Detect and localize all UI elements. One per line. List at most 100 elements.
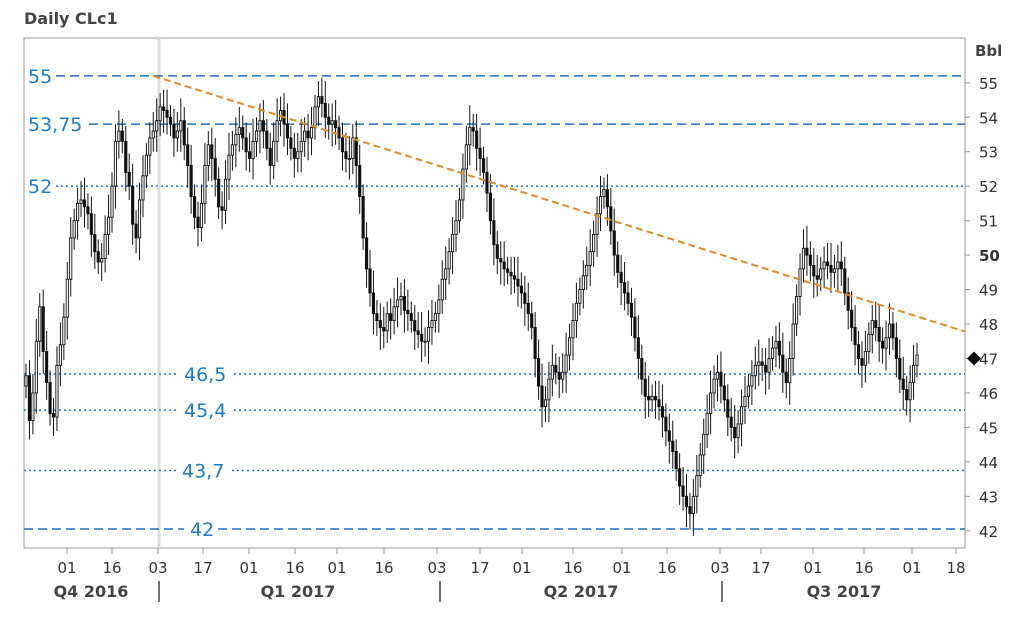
candle-body: [623, 282, 627, 294]
candle-body: [650, 395, 654, 401]
candle-body: [182, 120, 186, 146]
y-tick-label: 50: [979, 247, 1000, 265]
candle-body: [736, 423, 740, 439]
candle-body: [629, 302, 634, 318]
candle-body: [643, 378, 647, 397]
candle-body: [829, 264, 833, 273]
candle-body: [557, 371, 561, 380]
candle-body: [106, 216, 111, 235]
candle-body: [426, 327, 431, 342]
candle-body: [519, 285, 523, 294]
candle-body: [303, 130, 307, 142]
candle-body: [602, 189, 606, 197]
candle-body: [72, 220, 76, 239]
candle-body: [227, 154, 231, 180]
candle-body: [165, 109, 169, 118]
candle-body: [117, 130, 121, 142]
candle-body: [248, 151, 252, 160]
candle-body: [509, 271, 513, 277]
candle-body: [825, 261, 830, 266]
candle-body: [574, 302, 578, 322]
candle-body: [337, 127, 341, 139]
y-tick-label: 44: [979, 454, 998, 472]
candle-body: [358, 165, 362, 197]
candle-body: [62, 316, 66, 346]
candle-body: [158, 106, 162, 122]
candle-body: [533, 327, 537, 359]
candle-body: [223, 178, 228, 211]
candle-body: [454, 220, 458, 235]
candle-body: [213, 158, 217, 180]
candle-body: [702, 433, 706, 456]
candle-body: [853, 327, 857, 346]
candle-body: [550, 364, 554, 380]
candle-body: [485, 171, 489, 194]
candle-body: [464, 144, 468, 170]
candle-body: [819, 268, 823, 280]
level-label: 52: [28, 176, 52, 198]
candle-body: [499, 258, 503, 263]
candle-body: [55, 364, 59, 418]
candle-body: [750, 375, 754, 387]
candle-body: [230, 144, 234, 156]
candle-body: [292, 147, 296, 160]
candle-body: [433, 313, 437, 322]
candle-body: [168, 116, 173, 125]
candle-body: [420, 333, 424, 342]
candle-body: [633, 316, 637, 339]
y-tick-label: 52: [979, 178, 998, 196]
candle-body: [537, 358, 541, 387]
x-tick-label: 03: [148, 559, 167, 577]
candle-body: [843, 268, 847, 294]
candle-body: [760, 361, 764, 366]
level-label: 46,5: [184, 364, 226, 386]
candle-body: [241, 127, 245, 139]
candle-body: [495, 244, 499, 259]
candle-body: [860, 358, 864, 366]
candle-body: [275, 120, 279, 142]
candle-body: [79, 199, 83, 204]
y-tick-label: 51: [979, 213, 998, 231]
candle-body: [127, 171, 131, 187]
candle-body: [148, 137, 152, 156]
candle-body: [385, 313, 389, 332]
candle-body: [784, 371, 788, 384]
candle-body: [764, 364, 768, 373]
candle-body: [530, 313, 534, 328]
candle-body: [285, 123, 290, 139]
candle-body: [234, 134, 238, 146]
candle-body: [27, 375, 32, 421]
candle-body: [719, 371, 723, 387]
candle-body: [172, 123, 176, 139]
candle-body: [488, 192, 492, 222]
trendline: [152, 74, 966, 333]
x-tick-label: 01: [512, 559, 531, 577]
candle-body: [636, 337, 640, 359]
candle-body: [739, 406, 744, 425]
candle-body: [327, 116, 331, 125]
candle-body: [296, 151, 300, 160]
level-label: 42: [190, 519, 214, 541]
x-axis: 01 16 03 17 01 16 01 16 03 17 01 16 01 16 03 17 01 16 01 18…: [54, 548, 966, 602]
candle-body: [585, 264, 589, 277]
y-tick-label: 46: [979, 385, 998, 403]
candle-body: [354, 137, 358, 166]
candle-body: [705, 413, 709, 435]
candle-body: [698, 454, 702, 477]
candle-body: [733, 426, 737, 439]
candle-body: [347, 158, 351, 161]
candle-body: [863, 351, 867, 366]
x-tick-label: 01: [902, 559, 921, 577]
candle-body: [402, 295, 406, 311]
candle-body: [457, 199, 462, 222]
candle-body: [671, 440, 675, 452]
level-label: 45,4: [184, 400, 226, 422]
candle-body: [206, 144, 210, 166]
candle-body: [475, 130, 479, 149]
candle-body: [915, 354, 919, 366]
candle-body: [334, 120, 338, 129]
candle-body: [378, 320, 382, 328]
candle-body: [368, 268, 372, 294]
candle-body: [141, 175, 145, 201]
candle-body: [58, 344, 62, 366]
